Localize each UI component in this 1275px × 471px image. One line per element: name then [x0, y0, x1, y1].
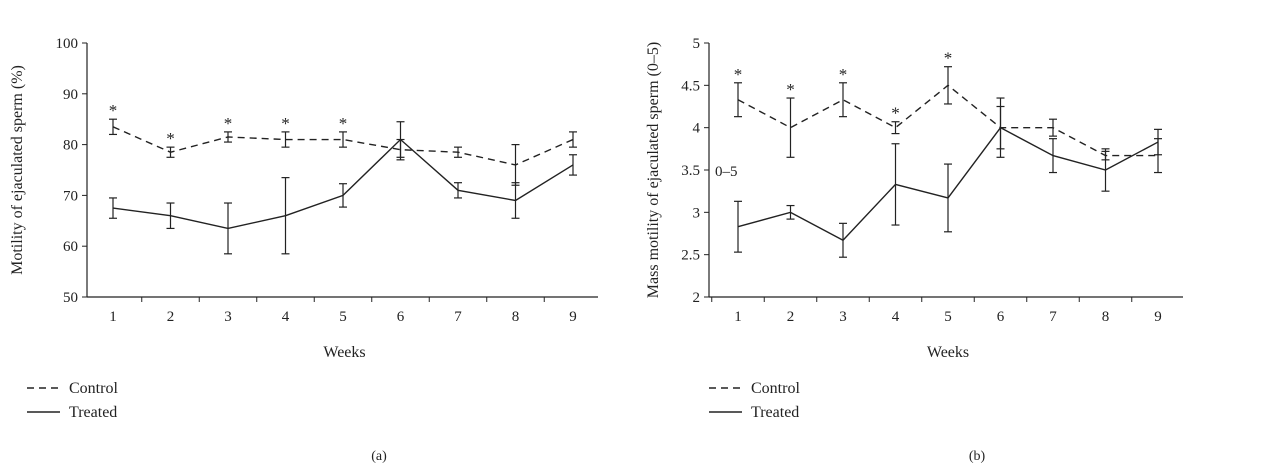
y-tick-label: 80 — [63, 138, 78, 154]
legend-label-control: Control — [751, 380, 800, 397]
x-tick-label: 3 — [224, 309, 232, 325]
y-tick-label: 2 — [693, 290, 701, 306]
y-tick-label: 70 — [63, 188, 78, 204]
significance-marker: * — [281, 114, 290, 133]
x-tick-label: 5 — [944, 309, 952, 325]
x-tick-label: 2 — [167, 309, 175, 325]
y-tick-label: 3.5 — [681, 163, 700, 179]
legend-label-treated: Treated — [69, 404, 117, 421]
significance-marker: * — [944, 49, 953, 68]
y-tick-label: 60 — [63, 239, 78, 255]
x-tick-label: 9 — [569, 309, 577, 325]
x-tick-label: 1 — [734, 309, 742, 325]
y-tick-label: 100 — [56, 36, 79, 52]
y-tick-label: 4 — [693, 121, 701, 137]
x-tick-label: 9 — [1154, 309, 1162, 325]
significance-marker: * — [839, 65, 848, 84]
panel-label: (b) — [969, 449, 986, 464]
y-axis-label: Motility of ejaculated sperm (%) — [9, 65, 26, 275]
y-tick-label: 90 — [63, 87, 78, 103]
y-tick-label: 4.5 — [681, 78, 700, 94]
x-tick-label: 8 — [1102, 309, 1110, 325]
significance-marker: * — [109, 101, 118, 120]
x-axis-label: Weeks — [323, 344, 365, 361]
y-tick-label: 50 — [63, 290, 78, 306]
significance-marker: * — [734, 65, 743, 84]
x-axis-label: Weeks — [927, 344, 969, 361]
y-tick-label: 3 — [693, 205, 701, 221]
significance-marker: * — [166, 129, 175, 148]
y-tick-label: 5 — [693, 36, 701, 52]
legend-label-treated: Treated — [751, 404, 799, 421]
significance-marker: * — [224, 114, 233, 133]
x-tick-label: 5 — [339, 309, 347, 325]
x-tick-label: 6 — [997, 309, 1005, 325]
x-tick-label: 4 — [282, 309, 290, 325]
x-tick-label: 2 — [787, 309, 795, 325]
y-tick-label: 2.5 — [681, 248, 700, 264]
significance-marker: * — [786, 80, 795, 99]
chart-panel-1: 50 60 70 80 90 100 1 2 3 4 5 6 7 8 9 Weeks Motility of e… — [9, 36, 598, 464]
panel-label: (a) — [371, 449, 387, 464]
significance-marker: * — [891, 104, 900, 123]
x-tick-label: 4 — [892, 309, 900, 325]
significance-marker: * — [339, 114, 348, 133]
chart-panel-2: 2 2.5 3 3.5 4 4.5 5 1 2 3 4 5 6 7 8 9 Weeks Mass motility… — [645, 36, 1183, 464]
x-tick-label: 6 — [397, 309, 405, 325]
legend-label-control: Control — [69, 380, 118, 397]
x-tick-label: 1 — [109, 309, 117, 325]
x-tick-label: 3 — [839, 309, 847, 325]
x-tick-label: 8 — [512, 309, 520, 325]
y-axis-label: Mass motility of ejaculated sperm (0–5) — [645, 42, 662, 298]
x-tick-label: 7 — [454, 309, 462, 325]
chart-annotation: 0–5 — [715, 164, 738, 180]
x-tick-label: 7 — [1049, 309, 1057, 325]
